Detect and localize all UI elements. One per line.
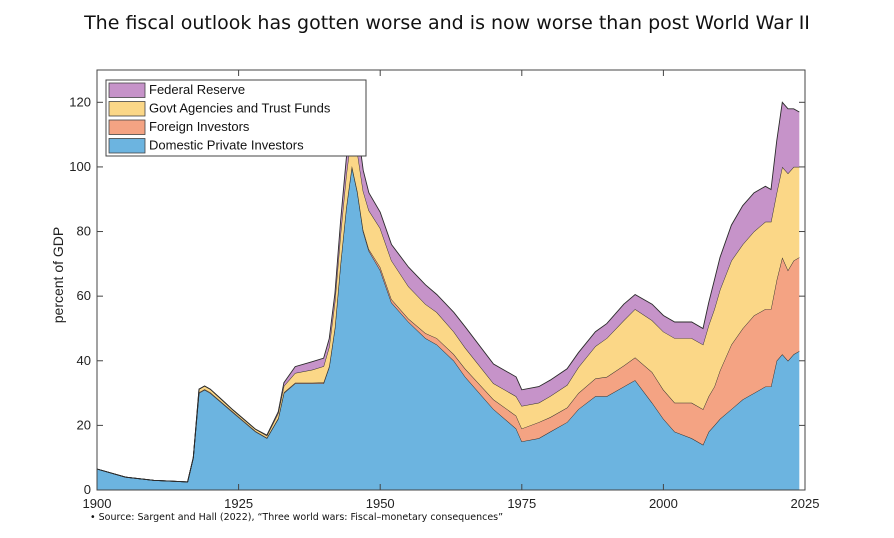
y-axis-label: percent of GDP (50, 227, 66, 324)
y-tick-label: 20 (77, 417, 91, 432)
axis-ticks: 1900 1925 1950 1975 2000 2025 0 20 40 60 80 100 120 (69, 70, 819, 511)
x-tick-label: 1900 (83, 496, 112, 511)
x-tick-label: 2025 (791, 496, 820, 511)
bullet-icon: • (90, 512, 96, 523)
legend-swatch (108, 82, 146, 98)
boundary-federal-reserve (96, 101, 800, 483)
y-tick-label: 60 (77, 288, 91, 303)
y-tick-label: 120 (69, 94, 91, 109)
area-layers (96, 101, 800, 490)
legend-label: Domestic Private Investors (149, 138, 304, 153)
x-tick-label: 1950 (366, 496, 395, 511)
legend-label: Govt Agencies and Trust Funds (149, 101, 331, 116)
legend-label: Foreign Investors (149, 119, 250, 134)
source-note: • Source: Sargent and Hall (2022), “Thre… (90, 512, 503, 523)
legend-swatch (108, 119, 146, 135)
x-tick-label: 1925 (224, 496, 253, 511)
legend-swatch (108, 138, 146, 154)
area-domestic-private-investors (97, 166, 800, 490)
x-tick-label: 2000 (649, 496, 678, 511)
x-tick-label: 1975 (507, 496, 536, 511)
chart-title: The fiscal outlook has gotten worse and … (84, 12, 810, 34)
y-tick-label: 80 (77, 224, 91, 239)
source-text: Source: Sargent and Hall (2022), “Three … (98, 512, 504, 523)
legend-swatch (108, 101, 146, 117)
y-tick-label: 40 (77, 353, 91, 368)
legend-label: Federal Reserve (149, 82, 245, 97)
y-tick-label: 0 (84, 482, 91, 497)
legend-box (105, 79, 367, 157)
legend: Federal Reserve Govt Agencies and Trust F… (105, 79, 367, 157)
y-tick-label: 100 (69, 159, 91, 174)
plot-frame (96, 69, 806, 491)
